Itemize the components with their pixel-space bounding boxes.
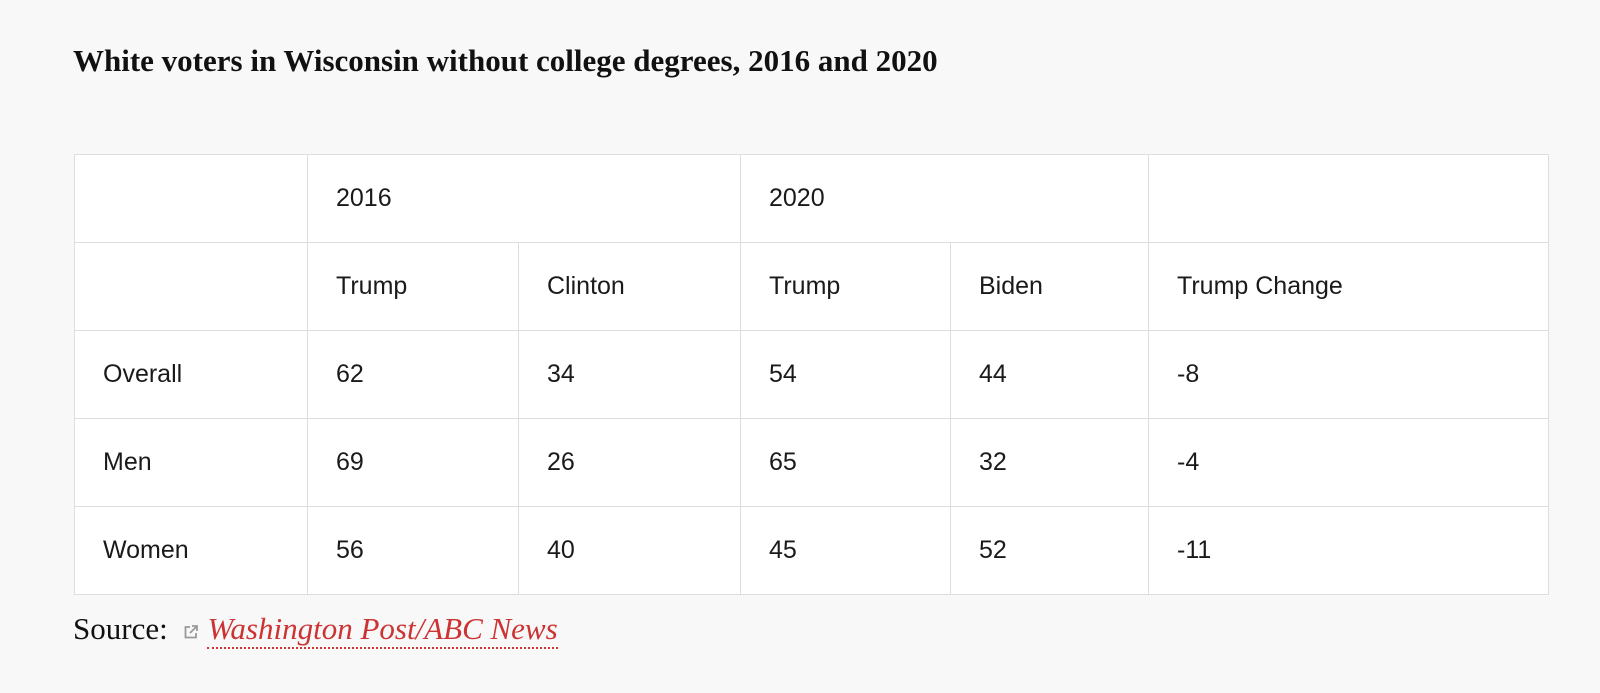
cell-trump-2020: 54	[740, 330, 951, 419]
cell-trump-2016: 62	[307, 330, 519, 419]
row-label-men: Men	[74, 418, 308, 507]
row-label-women: Women	[74, 506, 308, 595]
year-header-empty-cell	[74, 154, 308, 243]
source-label: Source:	[73, 611, 168, 646]
table-row: Women 56 40 45 52 -11	[74, 506, 1549, 595]
year-header-change-empty-cell	[1148, 154, 1549, 243]
cell-clinton-2016: 26	[518, 418, 741, 507]
candidate-header-row: Trump Clinton Trump Biden Trump Change	[74, 242, 1549, 331]
page-title: White voters in Wisconsin without colleg…	[73, 43, 938, 78]
header-biden-2020: Biden	[950, 242, 1149, 331]
cell-trump-2016: 69	[307, 418, 519, 507]
year-header-2016: 2016	[307, 154, 741, 243]
table-row: Men 69 26 65 32 -4	[74, 418, 1549, 507]
table-row: Overall 62 34 54 44 -8	[74, 330, 1549, 419]
cell-trump-2016: 56	[307, 506, 519, 595]
header-clinton-2016: Clinton	[518, 242, 741, 331]
external-link-icon	[181, 610, 201, 654]
header-trump-2020: Trump	[740, 242, 951, 331]
source-line: Source: Washington Post/ABC News	[73, 607, 558, 654]
results-table: 2016 2020 Trump Clinton Trump Biden Trum…	[74, 154, 1549, 595]
source-link[interactable]: Washington Post/ABC News	[207, 611, 558, 649]
cell-trump-2020: 65	[740, 418, 951, 507]
row-label-overall: Overall	[74, 330, 308, 419]
year-header-row: 2016 2020	[74, 154, 1549, 243]
cell-trump-change: -4	[1148, 418, 1549, 507]
cell-biden-2020: 52	[950, 506, 1149, 595]
candidate-header-empty-cell	[74, 242, 308, 331]
cell-biden-2020: 32	[950, 418, 1149, 507]
year-header-2020: 2020	[740, 154, 1149, 243]
header-trump-2016: Trump	[307, 242, 519, 331]
cell-trump-2020: 45	[740, 506, 951, 595]
header-trump-change: Trump Change	[1148, 242, 1549, 331]
cell-biden-2020: 44	[950, 330, 1149, 419]
cell-trump-change: -8	[1148, 330, 1549, 419]
cell-clinton-2016: 34	[518, 330, 741, 419]
cell-clinton-2016: 40	[518, 506, 741, 595]
cell-trump-change: -11	[1148, 506, 1549, 595]
